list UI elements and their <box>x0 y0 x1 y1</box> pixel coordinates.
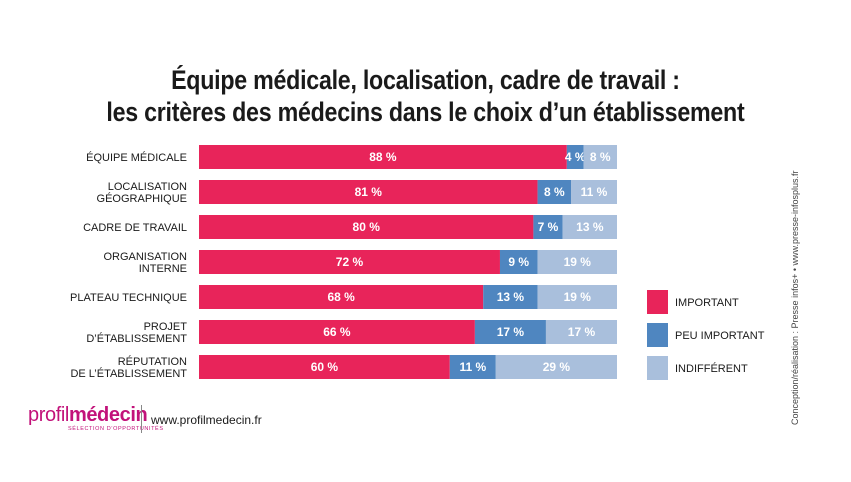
category-label: PROJET D’ÉTABLISSEMENT <box>86 321 187 345</box>
legend-swatch <box>647 290 668 314</box>
bar-segment-indifferent <box>537 285 617 309</box>
bar-segment-indifferent <box>571 180 617 204</box>
bar-segment-peu-important <box>483 285 538 309</box>
bar-segment-indifferent <box>545 320 617 344</box>
category-label-line: ÉQUIPE MÉDICALE <box>86 151 187 164</box>
data-label: 60 % <box>311 360 339 374</box>
data-label: 68 % <box>327 290 355 304</box>
bar-segment-peu-important <box>537 180 572 204</box>
bar-segment-important <box>199 250 500 274</box>
category-label-line: CADRE DE TRAVAIL <box>83 222 187 234</box>
category-label: ORGANISATION INTERNE <box>103 251 187 275</box>
bar-segment-indifferent <box>495 355 617 379</box>
data-label: 11 % <box>581 185 608 199</box>
category-label-line: RÉPUTATION <box>118 355 187 368</box>
profilmedecin-logo: profilmédecin SÉLECTION D’OPPORTUNITÉS <box>28 404 164 432</box>
category-label-line: GÉOGRAPHIQUE <box>97 192 187 205</box>
data-label: 19 % <box>564 255 592 269</box>
category-label-line: PROJET <box>144 321 188 333</box>
legend-swatch <box>647 323 668 347</box>
logo-wordmark: profilmédecin <box>28 404 164 427</box>
data-label: 4 % <box>565 150 586 164</box>
data-label: 7 % <box>538 220 559 234</box>
bar-segment-important <box>199 355 450 379</box>
data-label: 19 % <box>564 290 592 304</box>
bar-segment-important <box>199 145 567 169</box>
website-link[interactable]: www.profilmedecin.fr <box>151 413 262 427</box>
data-label: 8 % <box>544 185 565 199</box>
bar-segment-indifferent <box>537 250 617 274</box>
logo-part2: médecin <box>68 404 148 426</box>
category-label-line: ORGANISATION <box>103 251 187 263</box>
bar-segment-important <box>199 215 534 239</box>
data-label: 80 % <box>353 220 381 234</box>
data-label: 13 % <box>497 290 525 304</box>
data-label: 9 % <box>508 255 529 269</box>
data-label: 17 % <box>497 325 525 339</box>
category-label-line: PLATEAU TECHNIQUE <box>70 292 187 304</box>
category-label: RÉPUTATION DE L’ÉTABLISSEMENT <box>70 355 187 380</box>
data-label: 29 % <box>543 360 571 374</box>
footer-divider <box>141 405 142 433</box>
data-label: 8 % <box>590 150 611 164</box>
bar-segment-indifferent <box>583 145 617 169</box>
bar-segment-peu-important <box>533 215 563 239</box>
logo-tagline: SÉLECTION D’OPPORTUNITÉS <box>68 426 164 432</box>
chart-title-line2: les critères des médecins dans le choix … <box>106 97 745 127</box>
legend-swatch <box>647 356 668 380</box>
bar-segment-important <box>199 180 538 204</box>
data-label: 88 % <box>369 150 397 164</box>
legend-label: IMPORTANT <box>675 297 739 309</box>
bar-segment-peu-important <box>449 355 496 379</box>
data-label: 72 % <box>336 255 364 269</box>
credit-text: Conception/réalisation : Presse infos+ •… <box>790 170 800 425</box>
legend-label: PEU IMPORTANT <box>675 330 765 342</box>
bar-segment-indifferent <box>562 215 617 239</box>
data-label: 66 % <box>323 325 351 339</box>
category-label: LOCALISATION GÉOGRAPHIQUE <box>97 181 188 205</box>
legend-label: INDIFFÉRENT <box>675 362 748 375</box>
bar-segment-important <box>199 320 475 344</box>
category-label-line: LOCALISATION <box>108 181 187 193</box>
category-label: PLATEAU TECHNIQUE <box>70 292 187 304</box>
data-label: 81 % <box>355 185 383 199</box>
data-label: 17 % <box>568 325 596 339</box>
bar-segment-peu-important <box>499 250 538 274</box>
chart-title-line1: Équipe médicale, localisation, cadre de … <box>171 65 680 95</box>
category-label-line: D’ÉTABLISSEMENT <box>86 332 187 345</box>
category-label-line: INTERNE <box>139 263 187 275</box>
category-label: CADRE DE TRAVAIL <box>83 222 187 234</box>
category-label-line: DE L’ÉTABLISSEMENT <box>70 367 187 380</box>
category-label: ÉQUIPE MÉDICALE <box>86 151 187 164</box>
data-label: 11 % <box>459 360 486 374</box>
data-label: 13 % <box>576 220 604 234</box>
logo-part1: profil <box>28 404 69 426</box>
bar-segment-peu-important <box>566 145 584 169</box>
bar-segment-peu-important <box>474 320 546 344</box>
bar-segment-important <box>199 285 484 309</box>
